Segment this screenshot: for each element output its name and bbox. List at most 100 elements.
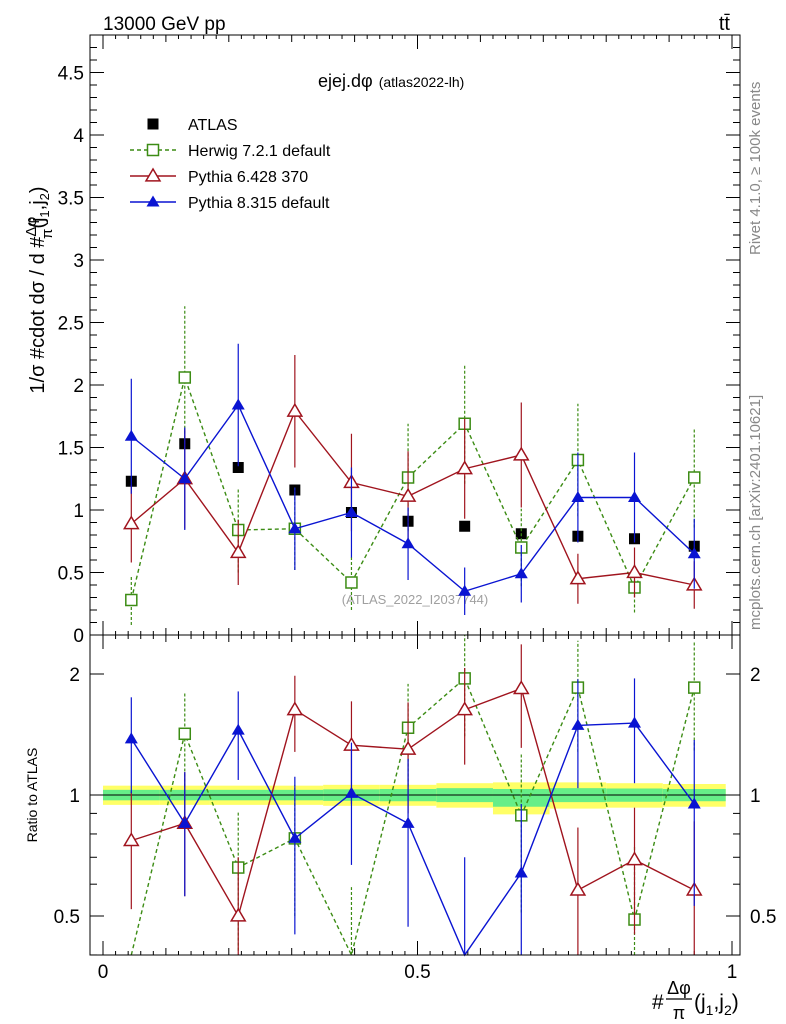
legend-entry-herwig: Herwig 7.2.1 default [130,143,331,160]
mcplots-label: mcplots.cern.ch [arXiv:2401.10621] [747,395,764,630]
legend-label-pythia6: Pythia 6.428 370 [188,169,308,186]
main-y-axis-label-text: 1/σ #cdot dσ / d #Δφπ(j1,j2) [23,186,56,393]
point-pythia8 [628,716,642,728]
point-pythia6 [399,740,417,755]
point-pythia8 [124,732,138,744]
main-panel: ejej.dφ (atlas2022-lh) (ATLAS_2022_I20377… [58,34,741,955]
point-pythia6 [626,564,643,579]
main-y-tick-label: 3.5 [58,189,84,210]
ratio-axis-ticks [90,673,740,956]
point-pythia6 [286,701,304,716]
point-pythia8 [514,567,528,579]
legend-entry-pythia6: Pythia 6.428 370 [130,167,308,186]
analysis-watermark: (ATLAS_2022_I2037744) [342,592,488,607]
point-herwig [345,576,358,589]
series-pythia8 [124,678,701,957]
point-pythia8 [401,816,415,828]
ratio-y-tick-labels: 0.5 0.5 1 1 2 2 [54,665,777,928]
legend-label-atlas: ATLAS [188,117,238,134]
point-pythia8 [344,786,358,798]
main-y-tick-label: 2 [73,376,84,397]
point-pythia8 [571,718,585,730]
point-pythia6 [569,570,587,585]
ratio-y-tick-label: 1 [69,786,80,807]
point-pythia6 [512,680,530,695]
band-green [492,788,550,807]
main-series-layer [122,306,703,625]
point-pythia8 [687,547,701,559]
main-y-tick-label: 1 [73,501,84,522]
ratio-frame [89,634,741,956]
point-pythia8 [124,429,138,441]
point-pythia8 [288,831,302,843]
point-pythia6 [569,881,587,896]
legend-marker-pythia8 [146,195,160,207]
plot-title-main: ejej.dφ [318,71,373,91]
point-pythia8 [458,584,472,596]
point-pythia8 [344,506,358,518]
point-pythia8 [178,816,192,828]
point-pythia8 [514,866,528,878]
x-tick-label: 0 [98,962,109,983]
point-pythia8 [231,723,245,735]
x-axis-label: # Δφ π (j1,j2) [652,978,739,1023]
main-y-tick-label: 0 [73,626,84,647]
point-herwig [178,727,192,741]
point-herwig [125,593,138,607]
point-pythia6 [229,907,247,922]
point-pythia8 [231,398,245,410]
point-pythia8 [571,491,585,503]
point-pythia6 [512,446,530,461]
main-y-tick-labels: 0 0.5 1 1.5 2 2.5 3 3.5 4 4.5 [58,64,85,648]
point-pythia6 [286,402,304,417]
x-axis-label-numerator: Δφ [667,978,691,998]
point-pythia8 [687,797,701,809]
plot-title: ejej.dφ (atlas2022-lh) [318,71,464,91]
series-pythia8 [124,343,701,615]
ratio-y-tick-label: 2 [69,665,80,686]
main-y-tick-label: 3 [73,251,84,272]
legend-label-pythia8: Pythia 8.315 default [188,195,330,212]
series-line-pythia8 [130,722,695,957]
point-pythia6 [122,832,140,847]
main-y-tick-label: 2.5 [58,314,84,335]
rivet-label: Rivet 4.1.0, ≥ 100k events [747,82,764,255]
main-axis-ticks [90,35,740,955]
x-axis-label-hash: # [652,991,664,1014]
x-tick-labels: 0 0.5 1 [98,962,738,983]
ratio-y-axis-label: Ratio to ATLAS [24,748,40,843]
point-pythia8 [401,537,415,549]
main-y-tick-label: 0.5 [58,564,84,585]
point-pythia8 [628,491,642,503]
plot-title-sub: (atlas2022-lh) [379,74,465,90]
point-pythia6 [399,487,417,502]
legend: ATLAS Herwig 7.2.1 default Pythia 6.428 37… [130,117,331,212]
legend-entry-pythia8: Pythia 8.315 default [130,195,330,212]
point-pythia6 [122,515,140,530]
ratio-panel: 0.5 0.5 1 1 2 2 [54,634,777,958]
energy-label: 13000 GeV pp [103,14,226,35]
x-axis-label-denominator: π [673,1003,685,1023]
legend-label-herwig: Herwig 7.2.1 default [188,143,331,160]
point-herwig [688,471,701,484]
point-pythia8 [178,472,192,484]
ratio-y-tick-label-right: 1 [750,786,761,807]
legend-marker-atlas [147,118,159,130]
point-atlas [459,520,471,532]
main-y-tick-label: 1.5 [58,439,84,460]
main-y-axis-label: 1/σ #cdot dσ / d #Δφπ(j1,j2) [23,186,56,393]
legend-entry-atlas: ATLAS [147,117,238,134]
point-pythia6 [456,460,473,475]
main-y-tick-label: 4 [73,126,84,147]
legend-marker-herwig [146,143,160,157]
legend-marker-pythia6 [144,167,162,182]
ratio-y-tick-label-right: 0.5 [750,907,776,928]
point-atlas [232,462,244,473]
point-pythia6 [626,851,643,866]
series-line-herwig [130,375,695,601]
main-y-tick-label: 4.5 [58,64,84,85]
ratio-uncertainty-band [103,782,726,815]
ratio-y-tick-label: 0.5 [54,907,80,928]
point-pythia6 [456,701,473,716]
